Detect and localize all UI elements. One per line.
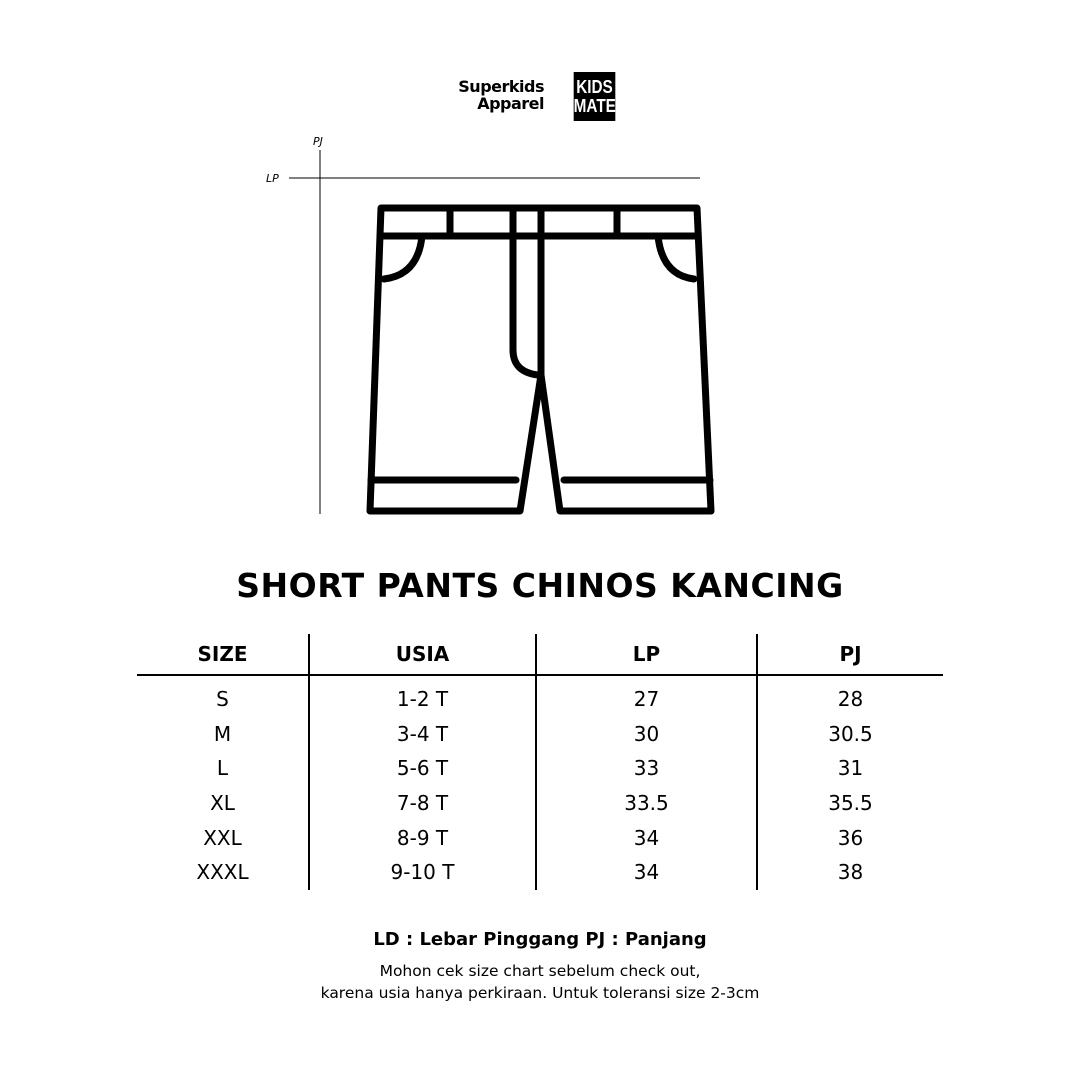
table-cell: 33.5 <box>535 785 757 821</box>
table-cell: 28 <box>756 675 943 717</box>
shorts-diagram <box>289 150 715 515</box>
note: Mohon cek size chart sebelum check out, … <box>0 960 1080 1004</box>
table-cell: M <box>213 721 232 746</box>
note-line2: karena usia hanya perkiraan. Untuk toler… <box>320 984 760 1002</box>
table-cell: 3-4 T <box>308 716 536 752</box>
table-row: XXL 8-9 T 34 36 <box>137 820 943 855</box>
table-row: XXXL 9-10 T 34 38 <box>137 854 943 890</box>
brand-line2: Apparel <box>477 94 544 113</box>
table-cell: 9-10 T <box>308 854 536 890</box>
table-cell: 7-8 T <box>308 785 536 821</box>
logo-line1: KIDS <box>576 76 613 97</box>
table-cell: 38 <box>756 854 943 890</box>
table-cell: XL <box>210 791 235 816</box>
note-line1: Mohon cek size chart sebelum check out, <box>379 962 701 980</box>
brand-name: Superkids Apparel <box>436 78 544 112</box>
logo-line2: MATE <box>573 95 616 116</box>
table-cell: S <box>216 687 229 712</box>
table-row: M 3-4 T 30 30.5 <box>137 716 943 752</box>
table-cell: XXL <box>203 825 242 850</box>
lp-axis-label: LP <box>266 172 279 185</box>
table-cell: 36 <box>756 820 943 855</box>
legend-text: LD : Lebar Pinggang PJ : Panjang <box>373 929 707 950</box>
table-row: XL 7-8 T 33.5 35.5 <box>137 785 943 821</box>
header-usia: USIA <box>308 634 536 676</box>
table-cell: 34 <box>535 854 757 890</box>
kidsmate-logo: KIDS MATE <box>573 72 616 121</box>
brand-line1: Superkids <box>458 77 544 96</box>
shorts-outline <box>366 204 715 515</box>
header-size: SIZE <box>137 634 309 676</box>
table-cell: 8-9 T <box>308 820 536 855</box>
page-title: SHORT PANTS CHINOS KANCING <box>236 566 844 605</box>
table-cell: XXXL <box>196 860 249 885</box>
table-cell: 33 <box>535 751 757 786</box>
table-cell: 5-6 T <box>308 751 536 786</box>
size-table: SIZE USIA LP PJ S 1-2 T 27 28 M 3-4 T 30 30.5 L 5… <box>137 634 943 890</box>
header-lp: LP <box>535 634 757 676</box>
table-row: L 5-6 T 33 31 <box>137 751 943 786</box>
header-pj: PJ <box>756 634 943 676</box>
table-cell: 30.5 <box>756 716 943 752</box>
table-cell: 34 <box>535 820 757 855</box>
table-cell: 1-2 T <box>308 675 536 717</box>
table-row: S 1-2 T 27 28 <box>137 675 943 717</box>
table-cell: 31 <box>756 751 943 786</box>
table-cell: 30 <box>535 716 757 752</box>
pj-axis-label: PJ <box>313 135 323 148</box>
table-cell: 35.5 <box>756 785 943 821</box>
table-cell: 27 <box>535 675 757 717</box>
table-cell: L <box>216 756 229 781</box>
